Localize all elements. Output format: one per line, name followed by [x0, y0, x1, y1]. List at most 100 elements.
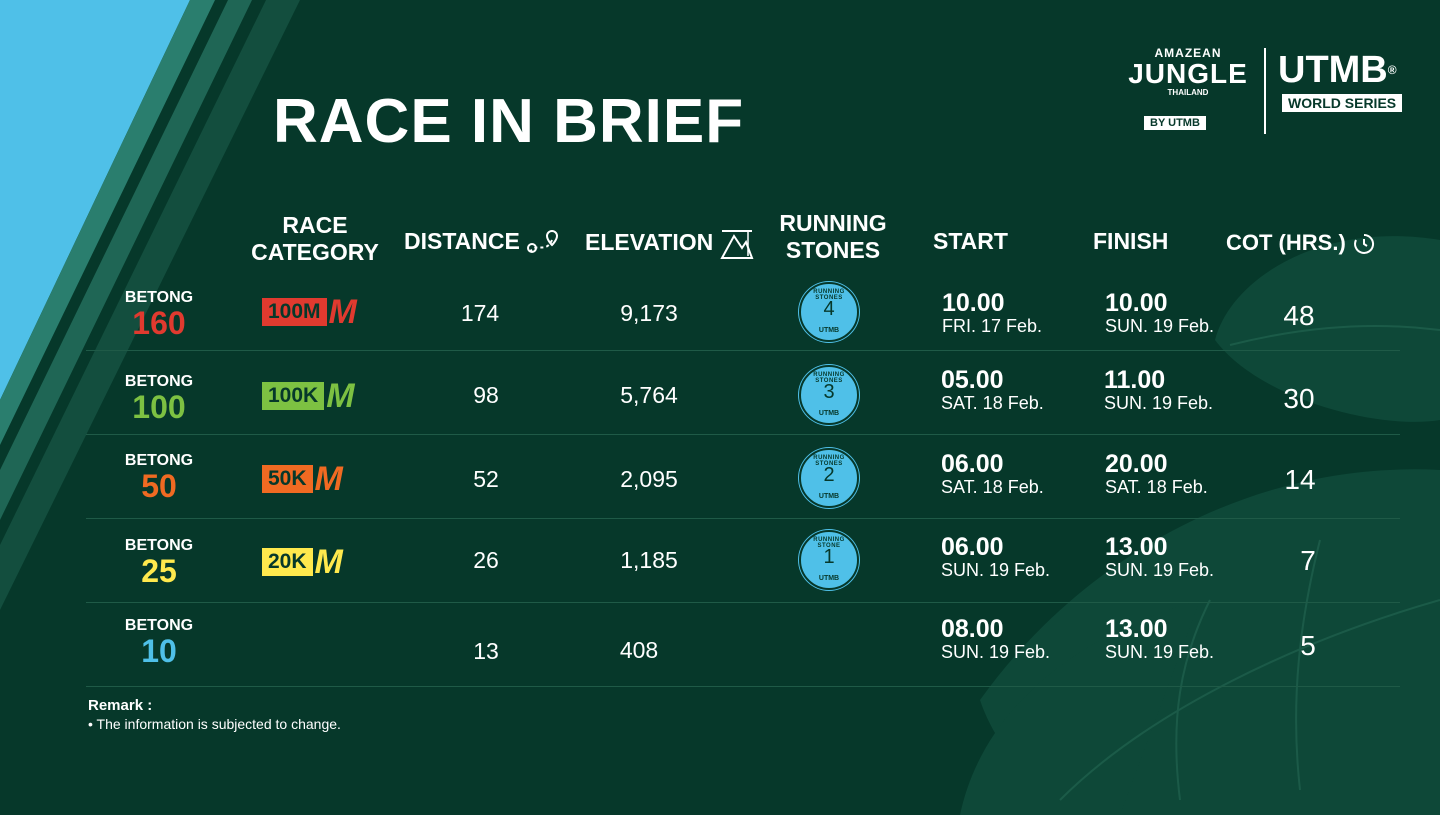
- race-label: BETONG: [124, 537, 194, 554]
- race-label: BETONG: [124, 373, 194, 390]
- stones-utmb: UTMB: [818, 327, 840, 334]
- header-cot-label: COT (HRS.): [1226, 230, 1346, 255]
- badge-50k: 50K M: [262, 460, 343, 498]
- remark-title: Remark :: [88, 697, 153, 714]
- running-stones-badge: RUNNING STONES 4 UTMB: [799, 282, 859, 342]
- stones-label: RUNNING STONES: [813, 289, 845, 301]
- stones-count: 2: [823, 464, 835, 486]
- cot-cell: 5: [1300, 630, 1316, 661]
- elevation-cell: 2,095: [620, 466, 678, 492]
- distance-cell: 174: [460, 300, 500, 326]
- elevation-icon: [719, 230, 754, 259]
- amazean-jungle-logo: AMAZEAN JUNGLE THAILAND: [1118, 46, 1258, 97]
- header-finish: FINISH: [1093, 228, 1169, 254]
- logo-thailand: THAILAND: [1167, 88, 1209, 97]
- header-running-stones-line2: STONES: [785, 237, 881, 263]
- start-time: 05.00: [941, 366, 1004, 394]
- page-title: RACE IN BRIEF: [273, 87, 745, 156]
- elevation-cell: 9,173: [620, 300, 678, 326]
- finish-cell: 13.00 SUN. 19 Feb.: [1105, 616, 1214, 662]
- race-label: BETONG: [124, 617, 194, 634]
- distance-cell: 98: [473, 382, 499, 408]
- finish-date: SUN. 19 Feb.: [1105, 560, 1215, 580]
- elevation-cell: 5,764: [620, 382, 678, 408]
- header-running-stones-line1: RUNNING: [779, 210, 887, 236]
- stones-count: 4: [823, 298, 835, 320]
- finish-time: 13.00: [1105, 533, 1168, 561]
- start-time: 10.00: [942, 289, 1005, 317]
- finish-time: 10.00: [1105, 289, 1168, 317]
- header-elevation: ELEVATION: [585, 228, 754, 260]
- header-race-category: RACE CATEGORY: [245, 212, 385, 266]
- logo-amazean: AMAZEAN: [1154, 46, 1222, 60]
- running-stones-badge: RUNNING STONE 1 UTMB: [799, 530, 859, 590]
- start-date: FRI. 17 Feb.: [942, 316, 1043, 336]
- start-cell: 08.00 SUN. 19 Feb.: [941, 616, 1050, 662]
- start-date: SAT. 18 Feb.: [941, 477, 1044, 497]
- stones-count: 1: [823, 546, 835, 568]
- race-label: BETONG: [124, 452, 194, 469]
- remark-text: • The information is subjected to change…: [88, 716, 341, 732]
- stones-count: 3: [823, 381, 835, 403]
- finish-cell: 20.00 SAT. 18 Feb.: [1105, 451, 1208, 497]
- start-date: SUN. 19 Feb.: [941, 560, 1051, 580]
- logo-utmb-text: UTMB: [1278, 49, 1388, 91]
- race-name-50: BETONG 50: [114, 452, 204, 502]
- stones-label: RUNNING STONE: [813, 537, 845, 549]
- race-name-100: BETONG 100: [114, 373, 204, 423]
- route-icon: [527, 229, 559, 253]
- badge-m-mark: M: [328, 293, 357, 331]
- race-number: 25: [141, 553, 177, 589]
- start-time: 08.00: [941, 615, 1004, 643]
- logo-jungle: JUNGLE: [1128, 58, 1248, 89]
- logo-registered: ®: [1387, 63, 1397, 77]
- badge-m-mark: M: [314, 460, 343, 498]
- running-stones-badge: RUNNING STONES 2 UTMB: [799, 448, 859, 508]
- badge-label: 20K: [262, 548, 313, 576]
- utmb-logo: UTMB®: [1278, 50, 1397, 90]
- race-name-10: BETONG 10: [114, 617, 204, 667]
- badge-m-mark: M: [326, 377, 355, 415]
- distance-cell: 52: [473, 466, 499, 492]
- race-name-160: BETONG 160: [114, 289, 204, 339]
- finish-date: SUN. 19 Feb.: [1105, 316, 1215, 336]
- finish-date: SUN. 19 Feb.: [1104, 393, 1214, 413]
- start-date: SUN. 19 Feb.: [941, 642, 1051, 662]
- badge-20k: 20K M: [262, 543, 343, 581]
- header-distance: DISTANCE: [404, 228, 560, 258]
- finish-time: 20.00: [1105, 450, 1168, 478]
- distance-cell: 26: [473, 547, 499, 573]
- logo-by-utmb: BY UTMB: [1144, 116, 1206, 130]
- stones-utmb: UTMB: [818, 575, 840, 582]
- race-name-25: BETONG 25: [114, 537, 204, 587]
- start-date: SAT. 18 Feb.: [941, 393, 1044, 413]
- header-running-stones: RUNNING STONES: [770, 210, 896, 264]
- header-start: START: [933, 228, 1008, 254]
- finish-cell: 10.00 SUN. 19 Feb.: [1105, 290, 1214, 336]
- header-cot: COT (HRS.): [1226, 229, 1376, 256]
- race-number: 160: [132, 305, 186, 341]
- badge-label: 100K: [262, 382, 325, 410]
- badge-m-mark: M: [314, 543, 343, 581]
- logo-divider: [1264, 48, 1266, 134]
- cot-cell: 7: [1300, 545, 1316, 576]
- finish-date: SUN. 19 Feb.: [1105, 642, 1215, 662]
- header-distance-label: DISTANCE: [404, 228, 520, 255]
- header-race-category-line2: CATEGORY: [251, 239, 379, 265]
- stones-label: RUNNING STONES: [813, 372, 845, 384]
- stones-label: RUNNING STONES: [813, 455, 845, 467]
- race-number: 10: [141, 633, 177, 669]
- header-race-category-line1: RACE: [282, 212, 348, 238]
- cot-cell: 30: [1283, 383, 1315, 414]
- cot-cell: 48: [1283, 300, 1315, 331]
- badge-100k: 100K M: [262, 377, 355, 415]
- row-divider: [86, 518, 1400, 519]
- remark-block: Remark : • The information is subjected …: [88, 696, 341, 734]
- clock-icon: [1353, 234, 1374, 255]
- race-number: 100: [132, 389, 186, 425]
- elevation-cell: 408: [619, 637, 659, 663]
- race-number: 50: [141, 468, 177, 504]
- row-divider: [86, 434, 1400, 435]
